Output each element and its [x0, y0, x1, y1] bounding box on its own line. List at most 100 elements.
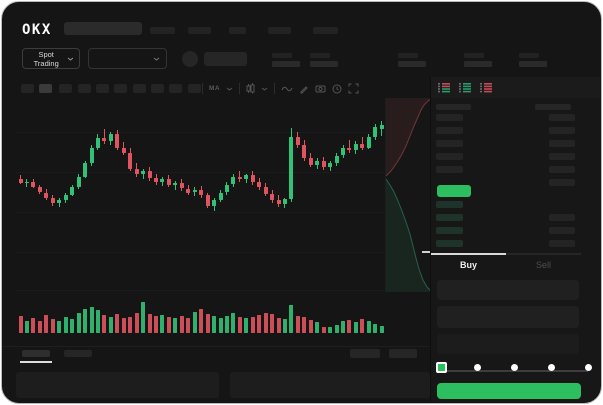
slider-stop[interactable] — [511, 363, 518, 371]
timeframe-button-skeleton[interactable] — [188, 84, 201, 93]
bottom-control-skeleton[interactable] — [389, 349, 417, 358]
ask-row-amount-skeleton[interactable] — [549, 166, 575, 173]
ticker-stat-label-skeleton — [464, 53, 484, 58]
active-tab-underline — [20, 361, 52, 363]
bid-row-price-skeleton[interactable] — [436, 214, 463, 221]
amount-input-skeleton[interactable] — [437, 306, 579, 328]
candle-wick — [174, 180, 176, 190]
volume-bar — [18, 316, 23, 333]
okx-logo: OKX — [22, 22, 52, 38]
timeframe-button-skeleton[interactable] — [59, 84, 72, 93]
candle-body — [83, 163, 87, 177]
total-input-skeleton[interactable] — [437, 334, 579, 354]
candle-body — [147, 171, 152, 178]
ask-row-amount-skeleton[interactable] — [549, 179, 575, 186]
bid-row-amount-skeleton[interactable] — [549, 240, 575, 247]
ask-row-amount-skeleton[interactable] — [549, 127, 575, 134]
ask-row-price-skeleton[interactable] — [436, 166, 463, 173]
volume-bar — [244, 318, 249, 333]
candle-body — [276, 200, 281, 205]
divider — [274, 83, 276, 94]
timeframe-button-skeleton[interactable] — [114, 84, 127, 93]
indicator-ma-button[interactable]: MA — [209, 85, 221, 92]
timeframe-button-skeleton[interactable] — [78, 84, 91, 93]
candle-body — [218, 192, 223, 201]
clock-icon[interactable] — [332, 84, 342, 94]
candle-body — [173, 183, 178, 185]
bottom-tab-skeleton[interactable] — [22, 350, 50, 357]
slider-stop[interactable] — [548, 363, 555, 371]
candle-wick — [142, 168, 144, 180]
orders-table-skeleton — [16, 372, 219, 398]
bid-row-amount-skeleton[interactable] — [549, 214, 575, 221]
candle-style-icon[interactable] — [246, 83, 255, 94]
book-split-icon[interactable] — [438, 82, 451, 93]
ask-row-price-skeleton[interactable] — [436, 140, 463, 147]
bid-row-price-skeleton[interactable] — [436, 201, 463, 208]
buy-button[interactable] — [437, 383, 581, 399]
market-type-selector[interactable]: Spot Trading — [22, 48, 80, 69]
volume-bar — [102, 314, 107, 333]
camera-icon[interactable] — [315, 84, 326, 93]
candle-body — [154, 178, 158, 182]
price-input-skeleton[interactable] — [437, 280, 579, 300]
timeframe-button-skeleton[interactable] — [151, 84, 164, 93]
slider-stop[interactable] — [585, 363, 592, 371]
nav-item-skeleton[interactable] — [150, 27, 175, 34]
amount-slider[interactable] — [440, 370, 588, 372]
volume-bar — [212, 316, 216, 333]
nav-item-skeleton[interactable] — [229, 27, 246, 34]
chevron-down-icon[interactable] — [226, 87, 233, 91]
slider-handle[interactable] — [436, 362, 447, 373]
fullscreen-icon[interactable] — [348, 83, 359, 94]
nav-item-skeleton[interactable] — [313, 27, 338, 34]
ticker-stat-label-skeleton — [310, 53, 330, 58]
timeframe-button-skeleton[interactable] — [169, 84, 182, 93]
tab-buy[interactable]: Buy — [431, 253, 506, 275]
bid-row-amount-skeleton[interactable] — [549, 227, 575, 234]
chevron-down-icon[interactable] — [261, 87, 268, 91]
bottom-control-skeleton[interactable] — [350, 349, 380, 358]
avatar[interactable] — [182, 51, 198, 67]
gridline — [16, 212, 384, 213]
book-asks-icon[interactable] — [480, 82, 493, 93]
nav-item-skeleton[interactable] — [188, 27, 211, 34]
volume-bar — [231, 313, 236, 333]
ticker-stat-label-skeleton — [398, 53, 418, 58]
volume-bar — [128, 316, 133, 333]
bid-row-price-skeleton[interactable] — [436, 240, 463, 247]
ask-row-price-skeleton[interactable] — [436, 153, 463, 160]
slider-stop[interactable] — [474, 363, 481, 371]
timeframe-button-skeleton[interactable] — [39, 84, 52, 93]
timeframe-button-skeleton[interactable] — [133, 84, 146, 93]
volume-bar — [360, 319, 365, 333]
volume-bar — [154, 316, 158, 333]
candle-body — [76, 176, 81, 188]
volume-bar — [70, 319, 75, 333]
search-input[interactable] — [64, 22, 142, 35]
timeframe-button-skeleton[interactable] — [96, 84, 109, 93]
wave-icon[interactable] — [281, 85, 293, 93]
nav-item-skeleton[interactable] — [268, 27, 291, 34]
candle-body — [270, 193, 275, 201]
ask-row-price-skeleton[interactable] — [436, 114, 463, 121]
candle-body — [302, 145, 307, 159]
account-button-skeleton[interactable] — [204, 52, 247, 66]
timeframe-button-skeleton[interactable] — [21, 84, 34, 93]
candle-body — [308, 158, 313, 165]
ask-row-amount-skeleton[interactable] — [549, 114, 575, 121]
current-price-marker — [422, 251, 431, 253]
bottom-tab-skeleton[interactable] — [64, 350, 92, 357]
ask-row-price-skeleton[interactable] — [436, 127, 463, 134]
volume-bar — [328, 327, 333, 333]
ask-row-amount-skeleton[interactable] — [549, 153, 575, 160]
tab-sell[interactable]: Sell — [506, 253, 581, 275]
pencil-icon[interactable] — [299, 84, 309, 94]
volume-bar — [218, 317, 223, 333]
book-bids-icon[interactable] — [459, 82, 472, 93]
pair-selector-dropdown[interactable] — [88, 48, 167, 69]
bid-row-price-skeleton[interactable] — [436, 227, 463, 234]
candle-wick — [103, 129, 105, 144]
divider — [239, 83, 241, 94]
ask-row-amount-skeleton[interactable] — [549, 140, 575, 147]
